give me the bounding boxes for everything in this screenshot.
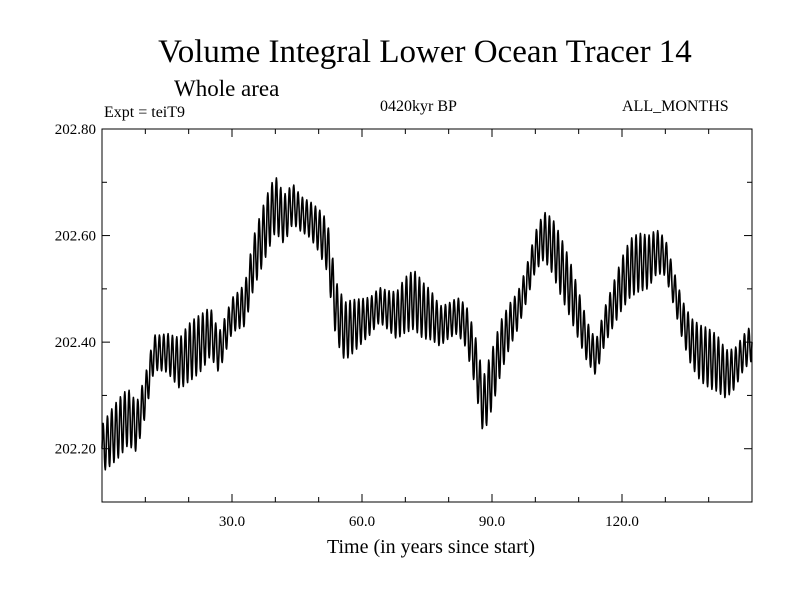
series-line: [101, 177, 753, 471]
x-tick-label: 120.0: [605, 514, 639, 530]
months-label: ALL_MONTHS: [622, 98, 729, 115]
axis-ticks: [102, 128, 752, 502]
plot-frame: [101, 128, 753, 503]
x-tick-label: 60.0: [349, 514, 375, 530]
y-tick-label: 202.80: [55, 122, 96, 138]
y-tick-label: 202.20: [55, 442, 96, 458]
x-tick-label: 30.0: [219, 514, 245, 530]
y-tick-label: 202.40: [55, 335, 96, 351]
experiment-label: Expt = teiT9: [104, 104, 186, 121]
chart-subtitle: Whole area: [174, 76, 280, 101]
period-label: 0420kyr BP: [380, 98, 457, 115]
x-tick-label: 90.0: [479, 514, 505, 530]
x-axis-title: Time (in years since start): [327, 536, 535, 558]
y-tick-label: 202.60: [55, 229, 96, 245]
chart-title: Volume Integral Lower Ocean Tracer 14: [158, 34, 692, 70]
axis-tick-labels: 30.0 60.0 90.0 120.0 202.20 202.40 202.60 202.8…: [55, 122, 639, 530]
